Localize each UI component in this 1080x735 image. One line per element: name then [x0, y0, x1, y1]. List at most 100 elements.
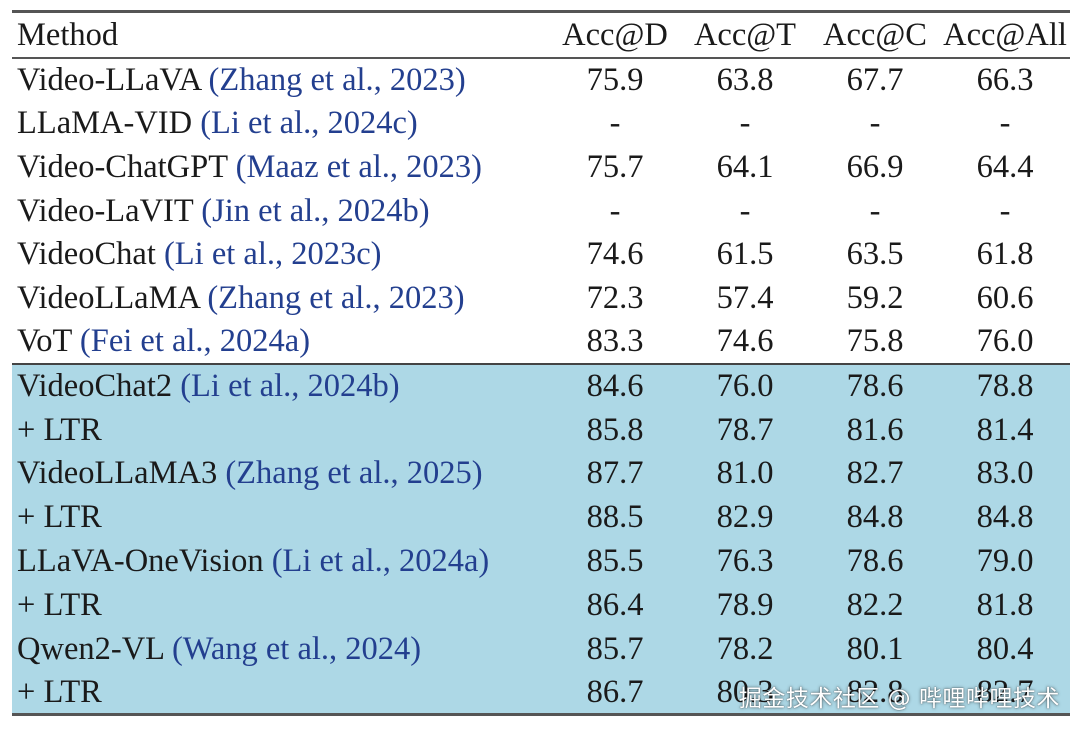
- acc-c-cell: 78.6: [846, 542, 904, 579]
- table-row: Video-LLaVA (Zhang et al., 2023) 75.9 63…: [12, 57, 1070, 102]
- acc-c-cell: 82.8: [846, 673, 904, 710]
- method-cell: LLaMA-VID (Li et al., 2024c): [12, 101, 550, 145]
- acc-d-cell: 75.7: [586, 148, 644, 185]
- acc-t-cell: 57.4: [716, 280, 774, 317]
- watermark: 掘金技术社区 @ 哔哩哔哩技术: [738, 686, 1060, 712]
- method-name: + LTR: [17, 411, 102, 448]
- method-cell: VideoLLaMA (Zhang et al., 2023): [12, 276, 550, 320]
- acc-t-cell: 78.7: [716, 411, 774, 448]
- acc-all-cell: 64.4: [976, 148, 1034, 185]
- acc-d-cell: 83.3: [586, 323, 644, 360]
- acc-all-cell: 66.3: [976, 61, 1034, 98]
- acc-all-cell: 60.6: [976, 280, 1034, 317]
- method-citation: (Zhang et al., 2023): [208, 61, 466, 98]
- acc-d-cell: 85.7: [586, 630, 644, 667]
- method-cell: + LTR: [12, 583, 550, 627]
- table-row: Video-ChatGPT (Maaz et al., 2023) 75.7 6…: [12, 145, 1070, 189]
- acc-d-cell: 86.7: [586, 673, 644, 710]
- baseline-section: Video-LLaVA (Zhang et al., 2023) 75.9 63…: [12, 57, 1070, 365]
- method-name: LLaVA-OneVision: [17, 542, 264, 579]
- acc-t-cell: 80.3: [716, 673, 774, 710]
- acc-all-cell: 81.8: [976, 586, 1034, 623]
- table-row: + LTR 88.5 82.9 84.8 84.8: [12, 495, 1070, 540]
- method-citation: (Wang et al., 2024): [171, 630, 422, 667]
- table-header: Method Acc@D Acc@T Acc@C Acc@All: [12, 11, 1070, 58]
- header-method: Method: [17, 16, 119, 53]
- method-citation: (Zhang et al., 2023): [207, 280, 465, 317]
- header-acc-all: Acc@All: [943, 16, 1067, 53]
- acc-all-cell: -: [999, 192, 1011, 229]
- acc-all-cell: 82.7: [976, 673, 1034, 710]
- table-row: + LTR 85.8 78.7 81.6 81.4: [12, 407, 1070, 452]
- method-name: Video-LaVIT: [17, 192, 194, 229]
- highlighted-section: VideoChat2 (Li et al., 2024b) 84.6 76.0 …: [12, 364, 1070, 715]
- acc-t-cell: 81.0: [716, 455, 774, 492]
- method-name: VideoLLaMA: [17, 280, 200, 317]
- acc-c-cell: 75.8: [846, 323, 904, 360]
- acc-c-cell: 63.5: [846, 236, 904, 273]
- method-citation: (Jin et al., 2024b): [201, 192, 430, 229]
- method-name: VoT: [17, 323, 72, 360]
- method-name: Video-ChatGPT: [17, 148, 228, 185]
- acc-all-cell: 76.0: [976, 323, 1034, 360]
- acc-t-cell: 64.1: [716, 148, 774, 185]
- acc-c-cell: 66.9: [846, 148, 904, 185]
- acc-d-cell: 86.4: [586, 586, 644, 623]
- method-cell: VideoChat (Li et al., 2023c): [12, 233, 550, 277]
- method-citation: (Li et al., 2024a): [271, 542, 490, 579]
- table-row: LLaVA-OneVision (Li et al., 2024a) 85.5 …: [12, 539, 1070, 584]
- acc-c-cell: 59.2: [846, 280, 904, 317]
- method-cell: Video-ChatGPT (Maaz et al., 2023): [12, 145, 550, 189]
- acc-d-cell: 74.6: [586, 236, 644, 273]
- method-name: VideoChat2: [17, 368, 173, 405]
- acc-t-cell: 78.9: [716, 586, 774, 623]
- table-row: LLaMA-VID (Li et al., 2024c) - - - -: [12, 101, 1070, 145]
- method-name: + LTR: [17, 673, 102, 710]
- method-citation: (Zhang et al., 2025): [225, 455, 483, 492]
- acc-all-cell: 84.8: [976, 499, 1034, 536]
- method-citation: (Li et al., 2024b): [180, 368, 400, 405]
- method-name: + LTR: [17, 586, 102, 623]
- acc-all-cell: 83.0: [976, 455, 1034, 492]
- method-cell: VoT (Fei et al., 2024a): [12, 320, 550, 364]
- acc-all-cell: -: [999, 104, 1011, 141]
- header-acc-c: Acc@C: [823, 16, 927, 53]
- acc-c-cell: 67.7: [846, 61, 904, 98]
- acc-all-cell: 78.8: [976, 368, 1034, 405]
- method-cell: + LTR: [12, 495, 550, 539]
- acc-t-cell: -: [739, 104, 751, 141]
- method-citation: (Fei et al., 2024a): [79, 323, 311, 360]
- table-row: VideoLLaMA (Zhang et al., 2023) 72.3 57.…: [12, 276, 1070, 320]
- table-row: VoT (Fei et al., 2024a) 83.3 74.6 75.8 7…: [12, 320, 1070, 364]
- acc-c-cell: 82.7: [846, 455, 904, 492]
- method-cell: Video-LLaVA (Zhang et al., 2023): [12, 58, 550, 102]
- table-row: Video-LaVIT (Jin et al., 2024b) - - - -: [12, 189, 1070, 233]
- method-cell: + LTR: [12, 671, 550, 715]
- method-cell: VideoLLaMA3 (Zhang et al., 2025): [12, 452, 550, 496]
- method-cell: Qwen2-VL (Wang et al., 2024): [12, 627, 550, 671]
- method-citation: (Li et al., 2023c): [163, 236, 382, 273]
- table-row: + LTR 86.7 80.3 82.8 82.7: [12, 670, 1070, 715]
- table-row: VideoChat (Li et al., 2023c) 74.6 61.5 6…: [12, 233, 1070, 277]
- method-name: VideoLLaMA3: [17, 455, 218, 492]
- acc-d-cell: 72.3: [586, 280, 644, 317]
- acc-d-cell: 85.5: [586, 542, 644, 579]
- acc-d-cell: 88.5: [586, 499, 644, 536]
- acc-all-cell: 61.8: [976, 236, 1034, 273]
- acc-all-cell: 79.0: [976, 542, 1034, 579]
- method-citation: (Li et al., 2024c): [200, 104, 418, 141]
- acc-c-cell: 80.1: [846, 630, 904, 667]
- acc-t-cell: -: [739, 192, 751, 229]
- table-row: VideoChat2 (Li et al., 2024b) 84.6 76.0 …: [12, 364, 1070, 408]
- acc-d-cell: 75.9: [586, 61, 644, 98]
- acc-d-cell: 85.8: [586, 411, 644, 448]
- acc-t-cell: 76.0: [716, 368, 774, 405]
- acc-t-cell: 74.6: [716, 323, 774, 360]
- acc-all-cell: 80.4: [976, 630, 1034, 667]
- acc-c-cell: 82.2: [846, 586, 904, 623]
- method-name: VideoChat: [17, 236, 156, 273]
- method-name: Video-LLaVA: [17, 61, 201, 98]
- results-table-container: Method Acc@D Acc@T Acc@C Acc@All Video-L…: [12, 10, 1070, 716]
- table-row: VideoLLaMA3 (Zhang et al., 2025) 87.7 81…: [12, 451, 1070, 496]
- acc-d-cell: 87.7: [586, 455, 644, 492]
